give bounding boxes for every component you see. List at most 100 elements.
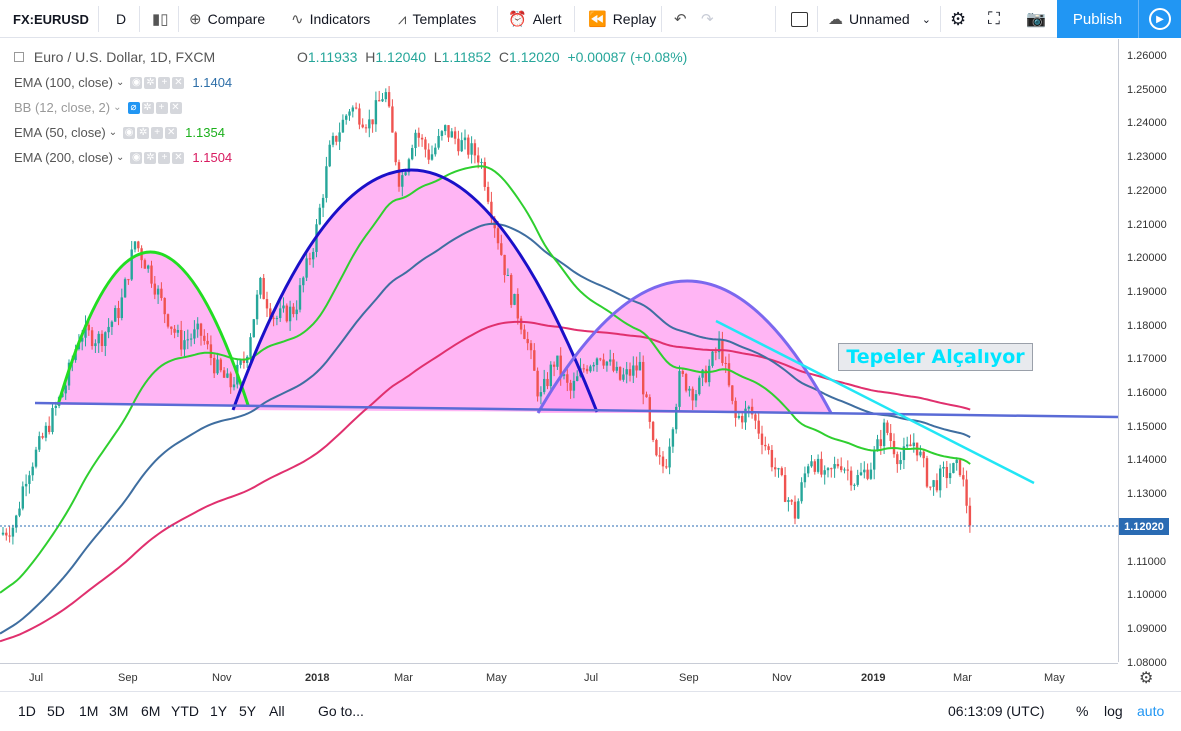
candle-body (427, 149, 430, 160)
range-button-5d[interactable]: 5D (47, 703, 65, 719)
price-tick-label: 1.10000 (1127, 589, 1167, 602)
candle-body (675, 406, 678, 430)
close-icon[interactable]: ✕ (165, 126, 178, 139)
close-icon[interactable]: ✕ (169, 101, 182, 114)
log-toggle[interactable]: log (1104, 703, 1123, 719)
templates-button[interactable]: ⩘ Templates (398, 0, 476, 38)
candle-body (312, 251, 315, 260)
right-shoulder-arc (536, 279, 833, 414)
study-buttons[interactable]: ◉ ✲ + ✕ (130, 151, 186, 164)
time-tick-label: Nov (212, 672, 232, 684)
interval-button[interactable]: D (116, 11, 127, 27)
candle-body (163, 298, 166, 315)
candle-body (803, 473, 807, 483)
neckline (34, 401, 1118, 419)
candle-body (777, 468, 780, 470)
candle-body (787, 500, 790, 502)
goto-button[interactable]: Go to... (318, 703, 364, 719)
collapse-icon[interactable] (14, 52, 24, 62)
range-button-3m[interactable]: 3M (109, 703, 129, 719)
candle-body (701, 369, 704, 378)
study-ema100[interactable]: EMA (100, close) ⌄ ◉ ✲ + ✕ 1.1404 (14, 75, 232, 90)
range-button-6m[interactable]: 6M (141, 703, 161, 719)
candle-body (543, 378, 546, 393)
study-ema50[interactable]: EMA (50, close) ⌄ ◉ ✲ + ✕ 1.1354 (14, 125, 225, 140)
candle-body (602, 359, 605, 366)
candle-body (387, 92, 391, 107)
gear-icon[interactable]: ✲ (144, 76, 157, 89)
eye-icon[interactable]: ◉ (123, 126, 136, 139)
study-buttons[interactable]: ⌀ ✲ + ✕ (127, 101, 184, 114)
candle-body (635, 365, 638, 371)
symbol-search[interactable]: FX:EURUSD (13, 11, 89, 27)
candle-body (757, 420, 760, 434)
compare-button[interactable]: ⊕ Compare (189, 0, 265, 38)
alert-button[interactable]: ⏰ Alert (508, 0, 561, 38)
settings-button[interactable]: ⚙ (950, 0, 966, 38)
candle-body (463, 137, 467, 141)
plus-icon[interactable]: + (158, 151, 171, 164)
plus-icon[interactable]: + (155, 101, 168, 114)
hidden-eye-icon[interactable]: ⌀ (127, 101, 140, 114)
candle-body (906, 444, 909, 447)
text-annotation[interactable]: Tepeler Alçalıyor (838, 343, 1033, 371)
candle-body (797, 501, 800, 519)
study-buttons[interactable]: ◉ ✲ + ✕ (130, 76, 186, 89)
snapshot-button[interactable]: 📷 (1026, 0, 1046, 38)
range-button-all[interactable]: All (269, 703, 285, 719)
close-icon[interactable]: ✕ (172, 76, 185, 89)
select-layout-button[interactable] (791, 0, 808, 38)
candle-body (516, 293, 519, 319)
candle-body (681, 371, 684, 374)
study-ema200[interactable]: EMA (200, close) ⌄ ◉ ✲ + ✕ 1.1504 (14, 150, 232, 165)
candle-body (721, 339, 724, 363)
clock: 06:13:09 (UTC) (948, 703, 1045, 719)
candle-body (133, 241, 137, 250)
eye-icon[interactable]: ◉ (130, 76, 143, 89)
study-bb[interactable]: BB (12, close, 2) ⌄ ⌀ ✲ + ✕ (14, 100, 190, 115)
candle-body (500, 243, 503, 255)
candle-body (929, 486, 932, 488)
gear-icon[interactable]: ✲ (144, 151, 157, 164)
candle-body (255, 294, 259, 320)
range-button-1m[interactable]: 1M (79, 703, 99, 719)
cloud-icon: ☁ (828, 11, 843, 28)
candle-body (308, 258, 312, 260)
candle-body (724, 362, 727, 364)
axis-settings-button[interactable]: ⚙ (1139, 668, 1153, 688)
play-button[interactable]: ▶ (1138, 0, 1181, 38)
plus-icon[interactable]: + (151, 126, 164, 139)
candle-body (780, 468, 783, 476)
range-button-1d[interactable]: 1D (18, 703, 36, 719)
indicators-button[interactable]: ∿ Indicators (291, 0, 370, 38)
candle-body (912, 442, 915, 447)
percent-toggle[interactable]: % (1076, 703, 1089, 719)
redo-button[interactable]: ↷ (701, 0, 720, 38)
candle-body (216, 359, 219, 374)
gear-icon[interactable]: ✲ (137, 126, 150, 139)
chart-pane[interactable] (0, 39, 1118, 663)
range-button-1y[interactable]: 1Y (210, 703, 228, 719)
plus-icon[interactable]: + (158, 76, 171, 89)
close-icon[interactable]: ✕ (172, 151, 185, 164)
price-axis[interactable] (1118, 39, 1181, 662)
undo-button[interactable]: ↶ (674, 0, 693, 38)
gear-icon[interactable]: ✲ (141, 101, 154, 114)
publish-button[interactable]: Publish (1057, 0, 1138, 38)
candle-body (265, 299, 269, 309)
time-axis[interactable] (0, 663, 1118, 691)
chart-style-button[interactable]: ▮▯ (152, 0, 175, 38)
candle-body (123, 279, 127, 298)
fullscreen-button[interactable]: ⛶ (988, 0, 1000, 38)
range-button-5y[interactable]: 5Y (239, 703, 257, 719)
symbol-legend: Euro / U.S. Dollar, 1D, FXCM (14, 49, 215, 65)
layout-name-button[interactable]: ☁ Unnamed ⌄ (828, 0, 931, 38)
indicators-label: Indicators (309, 11, 371, 27)
range-button-ytd[interactable]: YTD (171, 703, 199, 719)
candle-body (90, 330, 94, 347)
study-buttons[interactable]: ◉ ✲ + ✕ (123, 126, 179, 139)
replay-button[interactable]: ⏪ Replay (588, 0, 656, 38)
auto-toggle[interactable]: auto (1137, 703, 1165, 719)
candle-body (252, 319, 255, 338)
eye-icon[interactable]: ◉ (130, 151, 143, 164)
